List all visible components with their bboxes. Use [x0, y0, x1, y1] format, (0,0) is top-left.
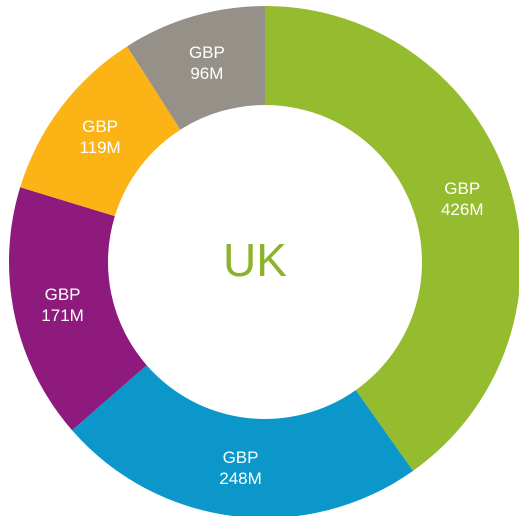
- value-label: GBP 171M: [41, 285, 84, 326]
- donut-segment: [265, 6, 519, 471]
- value-label: GBP 248M: [219, 447, 262, 488]
- center-label: UK: [223, 234, 287, 286]
- donut-segment: [8, 187, 147, 431]
- donut-segment: [20, 46, 181, 217]
- value-label: GBP 426M: [440, 179, 484, 220]
- donut-segment: [72, 365, 414, 516]
- value-label: GBP 96M: [188, 43, 225, 84]
- donut-segment: [127, 6, 265, 130]
- value-label: GBP 119M: [79, 116, 121, 157]
